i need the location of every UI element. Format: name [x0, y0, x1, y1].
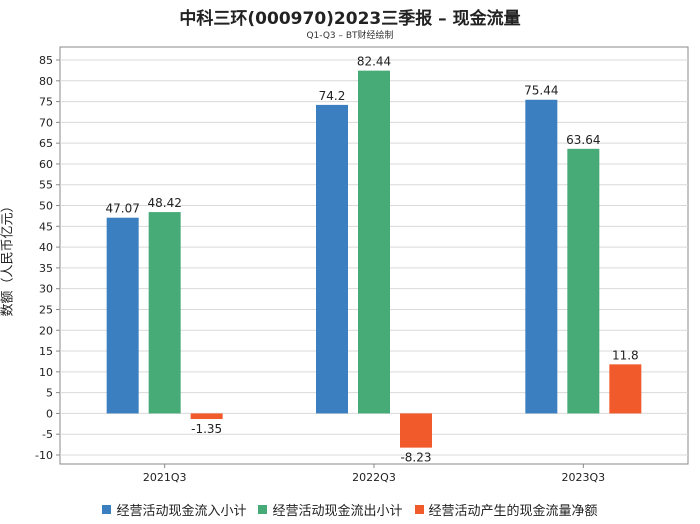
data-label: 82.44: [357, 55, 391, 69]
data-label: 47.07: [105, 202, 139, 216]
chart-title: 中科三环(000970)2023三季报 – 现金流量: [179, 9, 521, 29]
y-tick-label: 20: [39, 324, 53, 337]
y-tick-label: 10: [39, 366, 53, 379]
data-label: -1.35: [191, 422, 222, 436]
y-tick-label: 0: [46, 407, 53, 420]
bar: [567, 148, 600, 414]
data-label: 48.42: [147, 196, 181, 210]
y-tick-label: 25: [39, 303, 53, 316]
bar: [106, 217, 139, 414]
legend-label: 经营活动现金流入小计: [116, 504, 247, 519]
bar: [609, 364, 642, 414]
y-tick-label: 30: [39, 283, 53, 296]
bar: [400, 413, 432, 448]
y-tick-label: -10: [35, 449, 53, 462]
legend-item: 经营活动现金流出小计: [258, 500, 403, 519]
chart-area: -10 -5 0 5 10 15 20 25 30 35 40 45 50 55 60 65 70 75 80 85 4…: [35, 46, 689, 484]
y-tick-label: 85: [39, 54, 53, 67]
y-tick-label: 35: [39, 262, 53, 275]
legend: 经营活动现金流入小计 经营活动现金流出小计 经营活动产生的现金流量净额: [0, 500, 700, 519]
legend-item: 经营活动现金流入小计: [102, 500, 246, 519]
bar: [148, 212, 181, 414]
y-tick-label: 55: [39, 179, 53, 192]
y-tick-label: 40: [39, 241, 53, 254]
x-tick-label: 2022Q3: [352, 471, 396, 484]
y-tick-label: -5: [42, 428, 53, 441]
legend-item: 经营活动产生的现金流量净额: [414, 500, 598, 519]
y-tick-label: 50: [39, 200, 53, 213]
data-label: 75.44: [524, 84, 558, 98]
x-tick-label: 2021Q3: [143, 471, 187, 484]
y-tick-label: 70: [39, 116, 53, 129]
chart-subtitle: Q1-Q3 – BT财经绘制: [306, 31, 394, 41]
legend-label: 经营活动产生的现金流量净额: [428, 504, 598, 519]
legend-swatch: [414, 505, 424, 514]
data-label: 11.8: [612, 348, 639, 362]
y-tick-label: 75: [39, 96, 53, 109]
data-label: -8.23: [400, 451, 431, 465]
y-tick-label: 65: [39, 137, 53, 150]
y-tick-label: 45: [39, 220, 53, 233]
x-tick-label: 2023Q3: [562, 471, 606, 484]
data-label: 63.64: [566, 133, 600, 147]
y-tick-label: 15: [39, 345, 53, 358]
bar: [190, 413, 223, 420]
legend-label: 经营活动现金流出小计: [272, 504, 403, 519]
y-tick-label: 5: [46, 387, 53, 400]
y-tick-label: 80: [39, 75, 53, 88]
legend-swatch: [102, 505, 112, 514]
data-label: 74.2: [319, 89, 346, 103]
bar: [525, 99, 558, 414]
bar: [316, 104, 348, 414]
y-tick-label: 60: [39, 158, 53, 171]
y-axis-label-text: 数额（人民币亿元）: [0, 199, 16, 317]
bar: [358, 70, 390, 414]
legend-swatch: [258, 505, 268, 514]
